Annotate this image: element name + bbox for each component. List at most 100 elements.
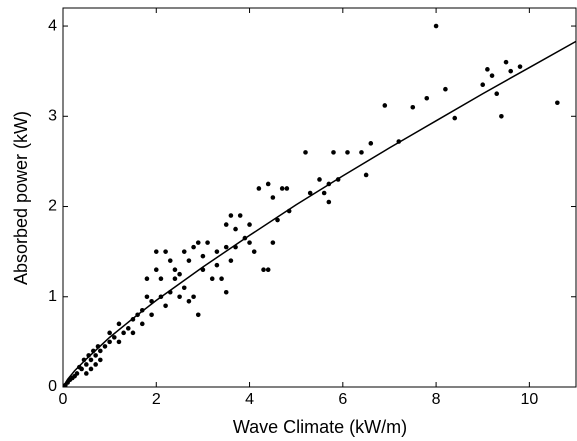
x-tick-label: 6 (338, 391, 347, 408)
y-tick-label: 1 (48, 288, 57, 305)
data-point (209, 276, 215, 282)
data-point (149, 312, 154, 318)
data-point (452, 115, 458, 121)
data-point (256, 186, 262, 191)
data-point (130, 330, 136, 336)
data-point (228, 258, 234, 263)
data-point (508, 68, 514, 74)
data-point (223, 289, 229, 295)
data-point (181, 285, 187, 291)
y-axis-label: Absorbed power (kW) (11, 111, 31, 285)
data-point (88, 366, 94, 372)
data-point (93, 353, 98, 358)
data-point (153, 249, 159, 254)
data-point (233, 226, 238, 232)
data-point (247, 222, 252, 227)
data-point (275, 217, 280, 223)
data-point (186, 258, 192, 263)
data-point (363, 172, 369, 178)
fit-line (62, 40, 577, 388)
data-point (84, 362, 89, 367)
data-point (177, 294, 182, 300)
data-point (261, 267, 266, 272)
x-tick-label: 10 (520, 391, 538, 408)
data-point (191, 244, 196, 250)
data-point (172, 267, 178, 272)
data-point (107, 339, 112, 345)
data-point (195, 312, 201, 318)
data-point (237, 213, 243, 218)
data-point (270, 240, 276, 245)
data-point (265, 267, 271, 272)
data-point (102, 344, 108, 349)
data-point (223, 222, 229, 227)
data-point (345, 150, 350, 155)
data-point (555, 100, 560, 106)
data-point (177, 271, 182, 277)
data-point (107, 330, 112, 336)
data-point (72, 373, 77, 379)
data-point (251, 249, 257, 254)
data-point (144, 276, 150, 282)
data-point (331, 150, 336, 155)
data-point (410, 104, 416, 110)
data-point (200, 253, 206, 259)
data-point (77, 364, 82, 370)
data-point (191, 294, 196, 300)
data-point (443, 86, 448, 92)
data-point (499, 113, 504, 119)
data-point (98, 357, 103, 363)
data-point (368, 141, 374, 146)
data-point (433, 23, 439, 29)
x-tick-label: 4 (245, 391, 254, 408)
data-point (480, 82, 486, 88)
data-point (317, 177, 322, 182)
data-point (205, 240, 210, 245)
data-point (88, 357, 94, 363)
y-tick-label: 0 (48, 378, 57, 395)
data-point (223, 244, 229, 250)
data-point (125, 326, 131, 331)
data-point (84, 371, 89, 376)
data-point (167, 258, 173, 263)
data-point (485, 67, 490, 72)
y-tick-label: 3 (48, 108, 57, 125)
data-point (214, 249, 220, 254)
data-point (424, 95, 430, 101)
data-point (186, 298, 192, 304)
data-point (270, 195, 276, 200)
x-axis-label: Wave Climate (kW/m) (233, 417, 407, 437)
data-point (139, 321, 145, 327)
data-point (247, 240, 252, 245)
data-point (163, 303, 168, 309)
data-point (181, 249, 187, 254)
y-tick-label: 2 (48, 198, 57, 215)
data-point (195, 240, 201, 245)
x-tick-label: 2 (152, 391, 161, 408)
y-tick-label: 4 (48, 17, 57, 34)
data-point (494, 91, 500, 97)
data-point (121, 330, 126, 336)
data-point (153, 267, 159, 272)
data-point (116, 339, 122, 345)
data-point (517, 64, 523, 69)
data-point (321, 190, 327, 196)
data-point (219, 276, 224, 282)
data-point (284, 186, 290, 191)
data-point (307, 190, 313, 196)
data-point (326, 199, 332, 205)
data-point (503, 59, 509, 65)
data-point (489, 73, 495, 78)
plot-frame (62, 7, 577, 388)
data-point (144, 294, 150, 300)
data-point (98, 348, 103, 354)
data-point (158, 276, 164, 282)
data-point (93, 362, 98, 367)
data-point (172, 276, 178, 282)
data-point (214, 262, 220, 268)
data-point (265, 181, 271, 187)
data-point (279, 186, 285, 191)
data-point (382, 103, 388, 108)
data-point (163, 249, 168, 254)
